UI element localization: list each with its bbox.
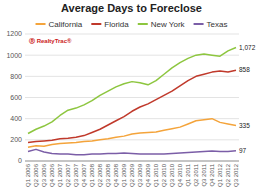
- legend: California Florida New York Texas: [36, 20, 228, 29]
- plot-area: [28, 48, 236, 155]
- legend-label: Texas: [207, 20, 228, 29]
- x-tick-label: Q2 2012: [225, 163, 231, 187]
- x-tick-label: Q4 2010: [177, 163, 183, 187]
- x-tick-label: Q4 2008: [113, 163, 119, 187]
- x-tick-label: Q1 2012: [217, 163, 223, 187]
- x-tick-label: Q1 2011: [185, 163, 191, 186]
- x-axis: [25, 161, 239, 162]
- legend-label: New York: [151, 20, 186, 29]
- legend-swatch: [36, 23, 46, 25]
- y-tick-label: 200: [10, 136, 22, 143]
- series-line: [28, 119, 236, 148]
- x-tick-label: Q4 2011: [209, 163, 215, 186]
- grid-line: [25, 97, 239, 98]
- data-label: 858: [239, 66, 250, 73]
- y-tick-label: 0: [18, 157, 22, 164]
- x-tick-label: Q1 2010: [153, 163, 159, 187]
- x-tick-label: Q1 2006: [25, 163, 31, 187]
- y-tick-label: 400: [10, 115, 22, 122]
- chart: Average Days to Foreclose 0 200 400 600 800 10…: [0, 0, 263, 191]
- x-tick-label: Q3 2008: [105, 163, 111, 187]
- series-line: [28, 149, 236, 154]
- x-tick-label: Q1 2007: [57, 163, 63, 187]
- data-label: 97: [239, 147, 247, 154]
- legend-label: California: [49, 20, 83, 29]
- x-tick-label: Q4 2009: [145, 163, 151, 187]
- x-tick-label: Q3 2009: [137, 163, 143, 187]
- y-tick-label: 1200: [6, 30, 22, 37]
- title: Average Days to Foreclose: [61, 2, 202, 14]
- x-tick-label: Q4 2006: [49, 163, 55, 187]
- x-tick-label: Q2 2008: [97, 163, 103, 187]
- x-tick-label: Q1 2009: [121, 163, 127, 187]
- grid-line: [25, 161, 239, 162]
- grid-line: [25, 34, 239, 35]
- y-tick-label: 1000: [6, 52, 22, 59]
- x-tick-label: Q3 2012: [233, 163, 239, 187]
- legend-swatch: [194, 23, 204, 25]
- x-tick-label: Q3 2006: [41, 163, 47, 187]
- x-tick-label: Q4 2007: [81, 163, 87, 187]
- data-label: 335: [239, 122, 250, 129]
- x-tick-label: Q2 2011: [193, 163, 199, 186]
- x-tick-label: Q2 2009: [129, 163, 135, 187]
- x-tick-label: Q2 2007: [65, 163, 71, 187]
- legend-swatch: [138, 23, 148, 25]
- y-tick-label: 600: [10, 94, 22, 101]
- legend-swatch: [91, 23, 101, 25]
- x-tick-label: Q1 2008: [89, 163, 95, 187]
- x-tick-label: Q3 2011: [201, 163, 207, 186]
- x-tick-label: Q2 2010: [161, 163, 167, 187]
- x-tick-label: Q2 2006: [33, 163, 39, 187]
- grid-line: [25, 76, 239, 77]
- x-tick-label: Q3 2010: [169, 163, 175, 187]
- annotation: Ⓡ RealtyTrac®: [29, 37, 72, 44]
- legend-label: Florida: [104, 20, 129, 29]
- x-tick-label: Q3 2007: [73, 163, 79, 187]
- y-tick-label: 800: [10, 73, 22, 80]
- data-label: 1,072: [239, 44, 256, 51]
- series-line: [28, 48, 236, 134]
